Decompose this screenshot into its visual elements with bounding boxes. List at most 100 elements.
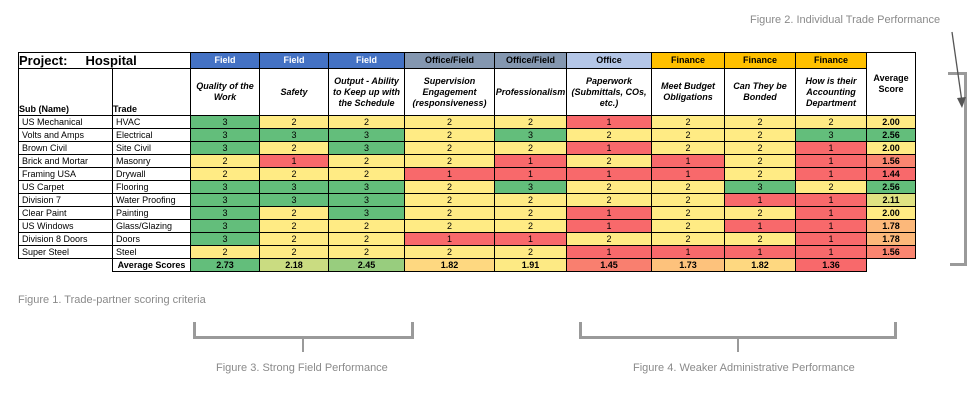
category-header: Finance bbox=[795, 52, 867, 69]
score-cell: 1 bbox=[566, 219, 652, 233]
score-cell: 1 bbox=[566, 245, 652, 259]
score-cell: 2 bbox=[328, 219, 405, 233]
trade-cell: Site Civil bbox=[112, 141, 191, 155]
category-header: Field bbox=[259, 52, 329, 69]
figure-2-bracket-side bbox=[964, 72, 967, 266]
score-cell: 1 bbox=[724, 245, 796, 259]
row-average-cell: 1.56 bbox=[866, 154, 916, 168]
figure-2-bracket-bottom bbox=[950, 263, 967, 266]
criteria-header: Quality of the Work bbox=[190, 68, 260, 116]
trade-cell: Drywall bbox=[112, 167, 191, 181]
sub-name-cell: US Carpet bbox=[18, 180, 113, 194]
score-cell: 1 bbox=[404, 167, 495, 181]
table-row: US Carpet Flooring 3 3 3 2 3 2 2 3 2 2.56 bbox=[18, 180, 916, 194]
table-row: Division 7 Water Proofing 3 3 3 2 2 2 2 1 1 2.11 bbox=[18, 193, 916, 207]
table-row: US Windows Glass/Glazing 3 2 2 2 2 1 2 1 1 1.78 bbox=[18, 219, 916, 233]
average-score-header: Average Score bbox=[866, 52, 916, 116]
score-cell: 3 bbox=[328, 141, 405, 155]
score-cell: 3 bbox=[190, 219, 260, 233]
figure-4-bracket-right bbox=[894, 322, 897, 338]
score-cell: 2 bbox=[190, 154, 260, 168]
table-row: Super Steel Steel 2 2 2 2 2 1 1 1 1 1.56 bbox=[18, 245, 916, 259]
score-cell: 2 bbox=[404, 115, 495, 129]
score-cell: 2 bbox=[724, 154, 796, 168]
figure-3-caption: Figure 3. Strong Field Performance bbox=[216, 362, 388, 374]
score-cell: 3 bbox=[259, 128, 329, 142]
score-cell: 3 bbox=[190, 128, 260, 142]
column-average: 2.73 bbox=[190, 258, 260, 272]
score-cell: 2 bbox=[724, 167, 796, 181]
category-header: Office bbox=[566, 52, 652, 69]
score-cell: 2 bbox=[259, 206, 329, 220]
score-cell: 2 bbox=[404, 154, 495, 168]
score-cell: 2 bbox=[259, 232, 329, 246]
category-header: Office/Field bbox=[404, 52, 495, 69]
score-cell: 2 bbox=[328, 167, 405, 181]
score-cell: 1 bbox=[651, 154, 725, 168]
trade-cell: Electrical bbox=[112, 128, 191, 142]
score-cell: 1 bbox=[566, 206, 652, 220]
header-category-row: Project: Hospital Field Field Field Offi… bbox=[18, 52, 916, 116]
footer-spacer bbox=[19, 259, 113, 272]
score-cell: 2 bbox=[259, 141, 329, 155]
score-cell: 2 bbox=[259, 167, 329, 181]
table-row: Division 8 Doors Doors 3 2 2 1 1 2 2 2 1 1.78 bbox=[18, 232, 916, 246]
score-cell: 1 bbox=[795, 206, 867, 220]
category-header: Field bbox=[190, 52, 260, 69]
row-average-cell: 1.56 bbox=[866, 245, 916, 259]
figure-4-caption: Figure 4. Weaker Administrative Performa… bbox=[633, 362, 855, 374]
score-cell: 2 bbox=[404, 193, 495, 207]
average-scores-row: Average Scores 2.73 2.18 2.45 1.82 1.91 … bbox=[19, 258, 916, 272]
row-average-cell: 2.11 bbox=[866, 193, 916, 207]
score-cell: 1 bbox=[651, 167, 725, 181]
score-cell: 2 bbox=[190, 245, 260, 259]
score-cell: 2 bbox=[404, 180, 495, 194]
score-cell: 2 bbox=[328, 245, 405, 259]
category-header: Field bbox=[328, 52, 405, 69]
score-cell: 1 bbox=[494, 167, 567, 181]
score-cell: 2 bbox=[494, 141, 567, 155]
table-row: Brown Civil Site Civil 3 2 3 2 2 1 2 2 1 2.00 bbox=[18, 141, 916, 155]
header-criteria-row: Sub (Name) Trade Quality of the Work Saf… bbox=[18, 68, 916, 116]
score-cell: 3 bbox=[259, 180, 329, 194]
trade-cell: Water Proofing bbox=[112, 193, 191, 207]
trade-cell: Doors bbox=[112, 232, 191, 246]
criteria-header: Can They be Bonded bbox=[724, 68, 796, 116]
row-average-cell: 2.56 bbox=[866, 180, 916, 194]
score-cell: 3 bbox=[190, 193, 260, 207]
column-average: 1.82 bbox=[404, 258, 495, 272]
row-average-cell: 1.78 bbox=[866, 232, 916, 246]
criteria-header: Safety bbox=[259, 68, 329, 116]
column-average: 2.45 bbox=[328, 258, 405, 272]
figure-2-arrow-icon bbox=[951, 31, 966, 108]
score-cell: 3 bbox=[494, 180, 567, 194]
score-cell: 2 bbox=[494, 206, 567, 220]
figure-4-bracket-stem bbox=[737, 338, 739, 352]
row-average-cell: 1.44 bbox=[866, 167, 916, 181]
figure-2-caption: Figure 2. Individual Trade Performance bbox=[750, 14, 941, 26]
column-average: 1.36 bbox=[795, 258, 867, 272]
row-average-cell: 1.78 bbox=[866, 219, 916, 233]
score-cell: 1 bbox=[795, 232, 867, 246]
project-label: Project: bbox=[19, 53, 68, 68]
score-cell: 2 bbox=[328, 232, 405, 246]
sub-name-cell: Framing USA bbox=[18, 167, 113, 181]
score-cell: 2 bbox=[259, 115, 329, 129]
score-cell: 2 bbox=[651, 193, 725, 207]
trade-cell: Steel bbox=[112, 245, 191, 259]
score-cell: 2 bbox=[566, 154, 652, 168]
score-cell: 3 bbox=[328, 193, 405, 207]
score-cell: 2 bbox=[404, 128, 495, 142]
score-cell: 2 bbox=[651, 115, 725, 129]
row-average-cell: 2.56 bbox=[866, 128, 916, 142]
score-cell: 2 bbox=[566, 232, 652, 246]
project-name: Hospital bbox=[85, 53, 137, 68]
score-cell: 2 bbox=[724, 115, 796, 129]
trade-cell: Painting bbox=[112, 206, 191, 220]
score-cell: 3 bbox=[328, 180, 405, 194]
score-cell: 2 bbox=[651, 206, 725, 220]
score-cell: 2 bbox=[259, 219, 329, 233]
trade-cell: HVAC bbox=[112, 115, 191, 129]
figure-4-bracket-left bbox=[579, 322, 582, 338]
score-cell: 2 bbox=[494, 115, 567, 129]
